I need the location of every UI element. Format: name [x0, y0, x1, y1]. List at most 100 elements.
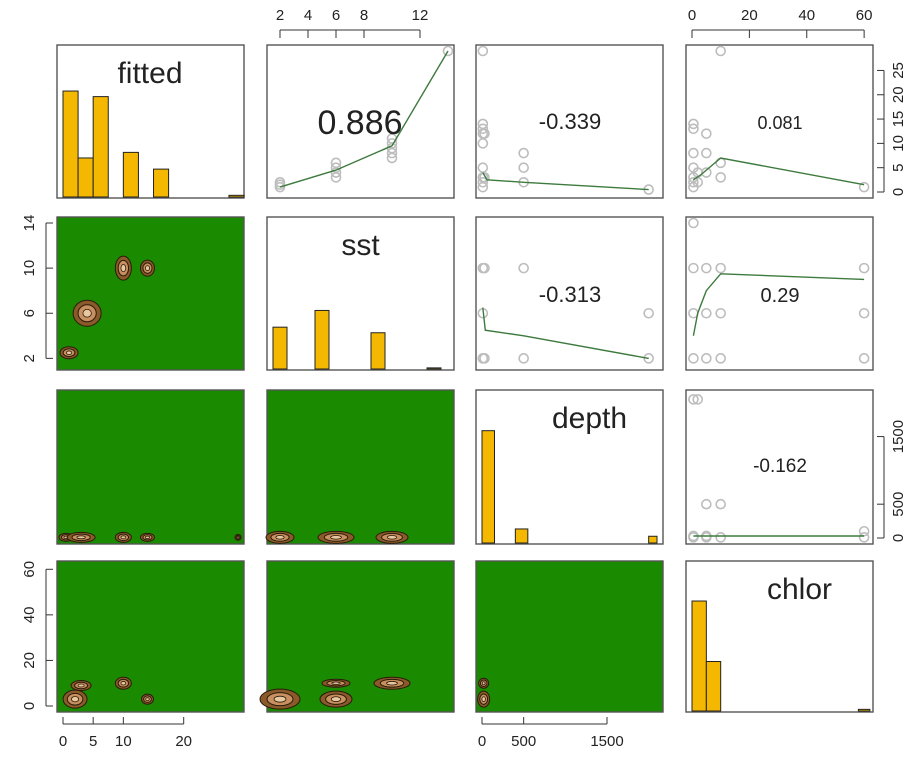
contour-blob [114, 255, 132, 281]
histogram-bar [153, 168, 170, 198]
contour-ring-inner [120, 535, 127, 540]
scatter-point [688, 147, 699, 159]
bottom-axis-depth: 0 500 1500 [478, 717, 624, 750]
scatter-chlor_vs_depth: -0.162 [688, 394, 870, 543]
axis-tick-label: 8 [360, 7, 368, 24]
contour-ring-inner [145, 697, 150, 702]
axis-tick-label: 20 [741, 7, 758, 24]
scatter-point [477, 118, 489, 130]
correlation-label: 0.081 [757, 113, 802, 133]
scatter-depth_vs_sst: -0.313 [477, 262, 654, 364]
panel-frame [266, 216, 455, 371]
scatter-point [701, 262, 712, 274]
scatter-chlor_vs_fitted: 0.081 [688, 45, 870, 193]
contour-blob [62, 689, 88, 709]
axis-tick-label: 20 [21, 652, 38, 669]
histogram-bar [705, 661, 722, 712]
left-axis-chlor: 0 20 40 60 [21, 561, 53, 710]
contour-ring-inner [481, 696, 486, 702]
density-chlor_vs_fitted [62, 676, 154, 709]
axis-tick-label: 0 [890, 534, 907, 542]
contour-ring-inner [71, 696, 80, 703]
scatter-point [701, 353, 712, 364]
correlation-label: -0.313 [539, 282, 601, 307]
scatter-point [858, 307, 870, 319]
correlation-label: -0.162 [753, 456, 807, 477]
panel-sst-sst [266, 216, 455, 371]
contour-ring-inner [144, 265, 150, 271]
axis-tick-label: 1500 [890, 420, 907, 453]
density-panel-bg [56, 216, 245, 371]
axis-tick-label: 60 [21, 561, 38, 578]
axis-tick-label: 10 [21, 260, 38, 277]
density-chlor_vs_sst [259, 676, 411, 710]
scatter-point [688, 353, 699, 364]
smooth-line [482, 172, 649, 191]
contour-ring-inner [77, 683, 85, 688]
density-panel-bg [475, 560, 664, 713]
scatter-point [688, 394, 699, 405]
contour-blob [59, 346, 79, 360]
contour-ring-inner [275, 535, 285, 540]
contour-blob [321, 678, 351, 688]
scatter-point [479, 353, 490, 364]
diagonal-label-chlor: chlor [767, 573, 832, 606]
histogram-bar [514, 528, 529, 544]
contour-ring-inner [120, 681, 127, 686]
panel-frame [475, 389, 664, 545]
scatter-point [715, 353, 726, 364]
histogram-bar [62, 90, 79, 198]
scatter-chlor_vs_sst: 0.29 [688, 217, 870, 364]
panel-fitted-depth [475, 44, 664, 199]
density-panel-bg [266, 560, 455, 713]
bottom-axis-fitted: 0 5 10 20 [59, 717, 192, 750]
density-panel-bg [266, 389, 455, 545]
scatter-point [715, 262, 726, 274]
panel-depth-chlor [685, 389, 874, 545]
correlation-label: 0.29 [761, 285, 800, 307]
panel-depth-fitted [56, 389, 245, 545]
panel-sst-chlor [685, 216, 874, 371]
panel-frame [685, 44, 874, 199]
scatter-point [715, 532, 726, 543]
scatter-point [701, 307, 712, 319]
axis-tick-label: 500 [511, 733, 536, 750]
histogram-bar [122, 151, 139, 198]
axis-tick-label: 2 [276, 7, 284, 24]
histogram-bar [314, 309, 330, 370]
panel-frame [685, 216, 874, 371]
smooth-line [482, 307, 649, 360]
scatter-point [858, 262, 870, 274]
contour-blob [477, 690, 491, 708]
panel-frame [685, 560, 874, 713]
histogram-fitted [62, 90, 245, 198]
scatter-point [858, 525, 870, 537]
axis-tick-label: 0 [21, 702, 38, 710]
axis-tick-label: 5 [890, 164, 907, 172]
scatter-point [715, 307, 726, 319]
histogram-bar [77, 157, 94, 198]
panel-chlor-chlor [685, 560, 874, 713]
contour-ring-inner [331, 681, 341, 685]
scatter-point [518, 162, 529, 173]
scatter-point [479, 128, 490, 139]
scatter-point [688, 123, 699, 135]
axis-tick-label: 10 [115, 733, 132, 750]
scatter-point [715, 498, 726, 510]
scatter-point [479, 262, 490, 274]
density-depth_vs_fitted [58, 531, 242, 543]
contour-blob [234, 533, 242, 541]
correlation-label: -0.339 [539, 109, 601, 134]
axis-tick-label: 0 [688, 7, 696, 24]
panel-frame [266, 44, 455, 199]
contour-ring-inner [120, 264, 127, 273]
panel-sst-fitted [56, 216, 245, 371]
scatter-point [330, 157, 342, 169]
panel-frame [685, 389, 874, 545]
right-axis-fitted: 0 5 10 15 20 25 [877, 62, 907, 196]
axis-tick-label: 10 [890, 135, 907, 152]
histogram-bar [691, 600, 707, 712]
histogram-bar [648, 535, 658, 544]
panel-depth-depth [475, 389, 664, 545]
contour-ring-inner [386, 681, 398, 686]
